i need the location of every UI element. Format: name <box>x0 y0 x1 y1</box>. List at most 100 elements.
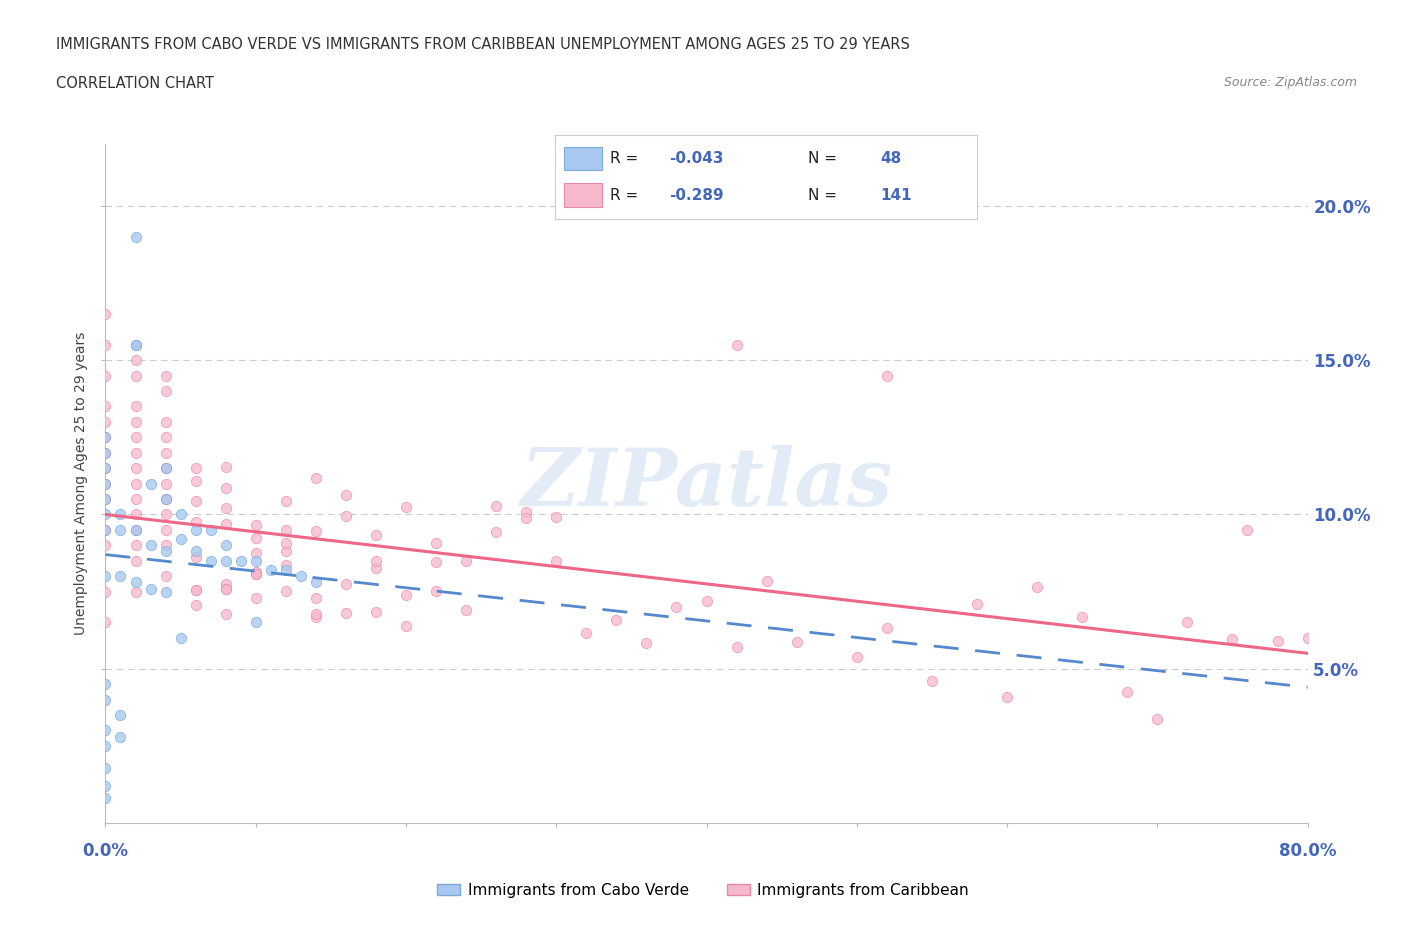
Point <box>124 415 146 430</box>
Point <box>169 507 191 522</box>
Point <box>139 581 162 596</box>
Point <box>94 677 117 692</box>
Point <box>1146 711 1168 726</box>
Point <box>155 492 177 507</box>
Point <box>575 625 598 640</box>
Point <box>94 338 117 352</box>
Point <box>245 553 267 568</box>
Point <box>605 613 627 628</box>
Point <box>845 650 868 665</box>
Point <box>155 544 177 559</box>
Point <box>110 729 132 744</box>
Point <box>184 550 207 565</box>
Point <box>94 307 117 322</box>
Point <box>515 505 537 520</box>
Point <box>110 507 132 522</box>
Point <box>245 615 267 630</box>
Point <box>124 523 146 538</box>
Point <box>124 430 146 445</box>
Point <box>94 692 117 707</box>
Point <box>94 790 117 805</box>
Point <box>921 674 943 689</box>
Point <box>305 591 328 605</box>
Point <box>245 517 267 532</box>
Point <box>214 481 236 496</box>
Point <box>214 500 236 515</box>
Point <box>155 538 177 552</box>
Point <box>214 606 236 621</box>
Point <box>335 487 357 502</box>
Bar <box>564 183 602 206</box>
Point <box>155 383 177 398</box>
Text: -0.043: -0.043 <box>669 151 724 166</box>
Point <box>200 553 222 568</box>
Point <box>155 445 177 460</box>
Point <box>169 532 191 547</box>
Point <box>94 723 117 737</box>
Text: 0.0%: 0.0% <box>83 842 128 860</box>
Point <box>155 476 177 491</box>
Point <box>274 493 297 508</box>
Point <box>94 460 117 475</box>
Text: Source: ZipAtlas.com: Source: ZipAtlas.com <box>1223 76 1357 89</box>
Point <box>155 584 177 599</box>
Point <box>124 575 146 590</box>
Point <box>124 460 146 475</box>
Point <box>995 689 1018 704</box>
Point <box>876 620 898 635</box>
Point <box>214 459 236 474</box>
Point <box>305 471 328 485</box>
Point <box>94 430 117 445</box>
Point <box>876 368 898 383</box>
Point <box>425 555 447 570</box>
Point <box>94 760 117 775</box>
Text: -0.289: -0.289 <box>669 188 724 203</box>
Point <box>245 591 267 605</box>
Point <box>546 553 568 568</box>
Text: IMMIGRANTS FROM CABO VERDE VS IMMIGRANTS FROM CARIBBEAN UNEMPLOYMENT AMONG AGES : IMMIGRANTS FROM CABO VERDE VS IMMIGRANTS… <box>56 37 910 52</box>
Point <box>155 430 177 445</box>
Point <box>214 581 236 596</box>
Point <box>1222 631 1244 646</box>
Point <box>94 615 117 630</box>
Point <box>1116 684 1139 699</box>
Point <box>184 583 207 598</box>
Point <box>94 476 117 491</box>
Point <box>94 492 117 507</box>
Point <box>214 577 236 591</box>
Text: N =: N = <box>808 188 842 203</box>
Point <box>124 476 146 491</box>
Point <box>124 507 146 522</box>
Point <box>364 561 387 576</box>
Point <box>155 460 177 475</box>
Point <box>184 544 207 559</box>
Point <box>124 445 146 460</box>
Point <box>245 567 267 582</box>
Point <box>94 507 117 522</box>
Point <box>184 523 207 538</box>
Point <box>305 575 328 590</box>
Point <box>124 492 146 507</box>
Point <box>124 230 146 245</box>
Point <box>94 538 117 552</box>
Point <box>696 593 718 608</box>
Point <box>725 640 748 655</box>
Point <box>425 583 447 598</box>
Point <box>966 596 988 611</box>
Point <box>184 583 207 598</box>
Point <box>425 536 447 551</box>
Point <box>274 523 297 538</box>
Text: 141: 141 <box>880 188 911 203</box>
Point <box>169 631 191 645</box>
Point <box>155 507 177 522</box>
Point <box>124 338 146 352</box>
Point <box>1026 579 1049 594</box>
Point <box>94 523 117 538</box>
Point <box>1071 610 1094 625</box>
Point <box>364 528 387 543</box>
Point <box>124 399 146 414</box>
Point <box>454 553 477 568</box>
Point <box>485 498 508 513</box>
Text: N =: N = <box>808 151 842 166</box>
Point <box>94 368 117 383</box>
